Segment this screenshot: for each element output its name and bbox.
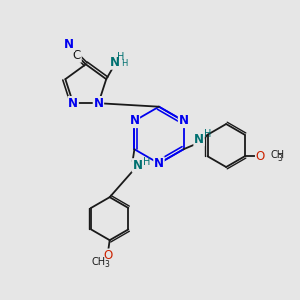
Text: N: N bbox=[154, 157, 164, 170]
Text: O: O bbox=[103, 249, 113, 262]
Text: 3: 3 bbox=[277, 154, 282, 163]
Text: C: C bbox=[73, 49, 81, 62]
Text: N: N bbox=[110, 56, 119, 69]
Text: H: H bbox=[204, 129, 212, 139]
Text: N: N bbox=[129, 114, 140, 128]
Text: CH: CH bbox=[270, 150, 284, 161]
Text: N: N bbox=[178, 114, 188, 128]
Text: H: H bbox=[117, 52, 125, 61]
Text: H: H bbox=[142, 157, 150, 167]
Text: N: N bbox=[64, 38, 74, 51]
Text: N: N bbox=[194, 133, 204, 146]
Text: CH: CH bbox=[91, 257, 105, 267]
Text: N: N bbox=[93, 97, 103, 110]
Text: O: O bbox=[256, 150, 265, 163]
Text: H: H bbox=[121, 59, 127, 68]
Text: N: N bbox=[68, 97, 78, 110]
Text: N: N bbox=[132, 159, 142, 172]
Text: 3: 3 bbox=[104, 260, 109, 269]
